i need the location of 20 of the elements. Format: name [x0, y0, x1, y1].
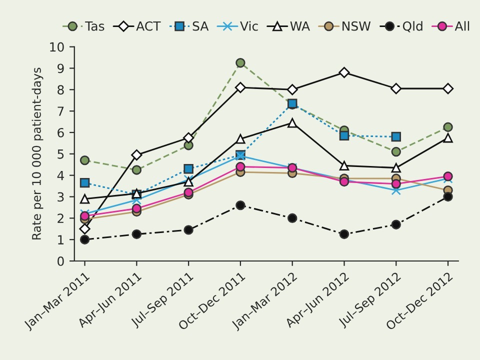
y-tick-label: 9	[58, 64, 64, 74]
y-tick-label: 1	[58, 235, 64, 244]
legend-label: SA	[192, 21, 209, 31]
y-tick-label: 8	[58, 85, 64, 95]
y-tick-label: 5	[58, 150, 64, 159]
legend-label: Tas	[85, 22, 104, 31]
legend-label: Vic	[240, 21, 258, 31]
y-tick-label: 7	[58, 106, 64, 116]
legend-label: NSW	[342, 21, 371, 31]
y-tick-label: 10	[50, 42, 64, 52]
y-tick-label: 4	[57, 170, 64, 180]
legend-label: WA	[290, 22, 310, 31]
y-tick-label: 3	[58, 192, 64, 202]
legend-label: ACT	[136, 21, 161, 31]
legend-label: All	[454, 21, 470, 31]
y-tick-label: 0	[58, 256, 64, 266]
legend-label: Qld	[402, 21, 422, 32]
y-tick-label: 6	[58, 128, 64, 138]
y-axis-title: Rate per 10 000 patient-days	[32, 68, 44, 240]
y-tick-label: 2	[58, 214, 64, 223]
